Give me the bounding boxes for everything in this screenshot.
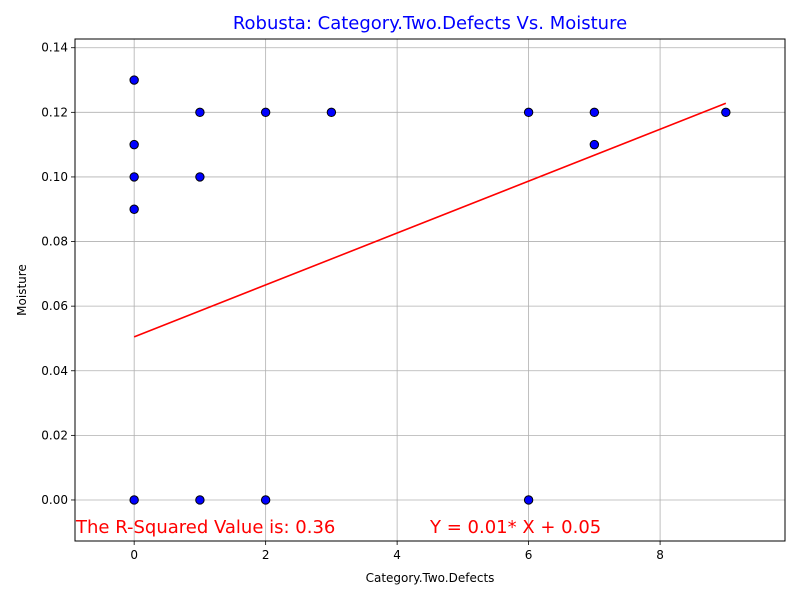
data-point bbox=[129, 204, 139, 214]
data-point bbox=[326, 107, 337, 118]
data-point bbox=[523, 495, 534, 505]
data-point bbox=[523, 107, 534, 118]
y-tick-label: 0.02 bbox=[41, 428, 68, 442]
data-point bbox=[129, 172, 139, 182]
y-tick-label: 0.14 bbox=[41, 41, 68, 55]
y-tick-label: 0.10 bbox=[41, 170, 68, 184]
axis-ticks: 0 2 4 6 8 0.00 0.02 0.04 0.06 0.08 0.10 0.12 0.14 bbox=[41, 41, 664, 562]
y-tick-label: 0.04 bbox=[41, 364, 68, 378]
data-points bbox=[129, 75, 731, 505]
regression-line bbox=[133, 102, 727, 338]
data-point bbox=[129, 139, 139, 150]
x-tick-label: 0 bbox=[130, 548, 138, 562]
plot-frame bbox=[74, 38, 786, 542]
data-point bbox=[195, 107, 205, 118]
y-tick-label: 0.12 bbox=[41, 105, 68, 119]
data-point bbox=[721, 107, 731, 118]
data-point bbox=[129, 495, 139, 505]
data-point bbox=[129, 75, 139, 85]
x-tick-label: 2 bbox=[262, 548, 270, 562]
y-tick-label: 0.08 bbox=[41, 235, 68, 249]
x-tick-label: 4 bbox=[393, 548, 401, 562]
regression-layer bbox=[133, 102, 727, 338]
data-point bbox=[260, 495, 271, 505]
data-point bbox=[260, 107, 271, 118]
chart-title: Robusta: Category.Two.Defects Vs. Moistu… bbox=[233, 13, 627, 34]
data-point bbox=[195, 495, 205, 505]
r-squared-annotation: The R-Squared Value is: 0.36 bbox=[75, 517, 335, 538]
data-point bbox=[589, 139, 600, 150]
x-axis-label: Category.Two.Defects bbox=[366, 571, 495, 585]
equation-annotation: Y = 0.01* X + 0.05 bbox=[429, 517, 601, 538]
x-tick-label: 8 bbox=[656, 548, 664, 562]
grid-lines bbox=[75, 39, 785, 541]
x-tick-label: 6 bbox=[525, 548, 533, 562]
y-tick-label: 0.06 bbox=[41, 299, 68, 313]
data-point bbox=[195, 172, 205, 182]
y-tick-label: 0.00 bbox=[41, 493, 68, 507]
y-axis-label: Moisture bbox=[15, 264, 29, 316]
data-point bbox=[589, 107, 600, 118]
